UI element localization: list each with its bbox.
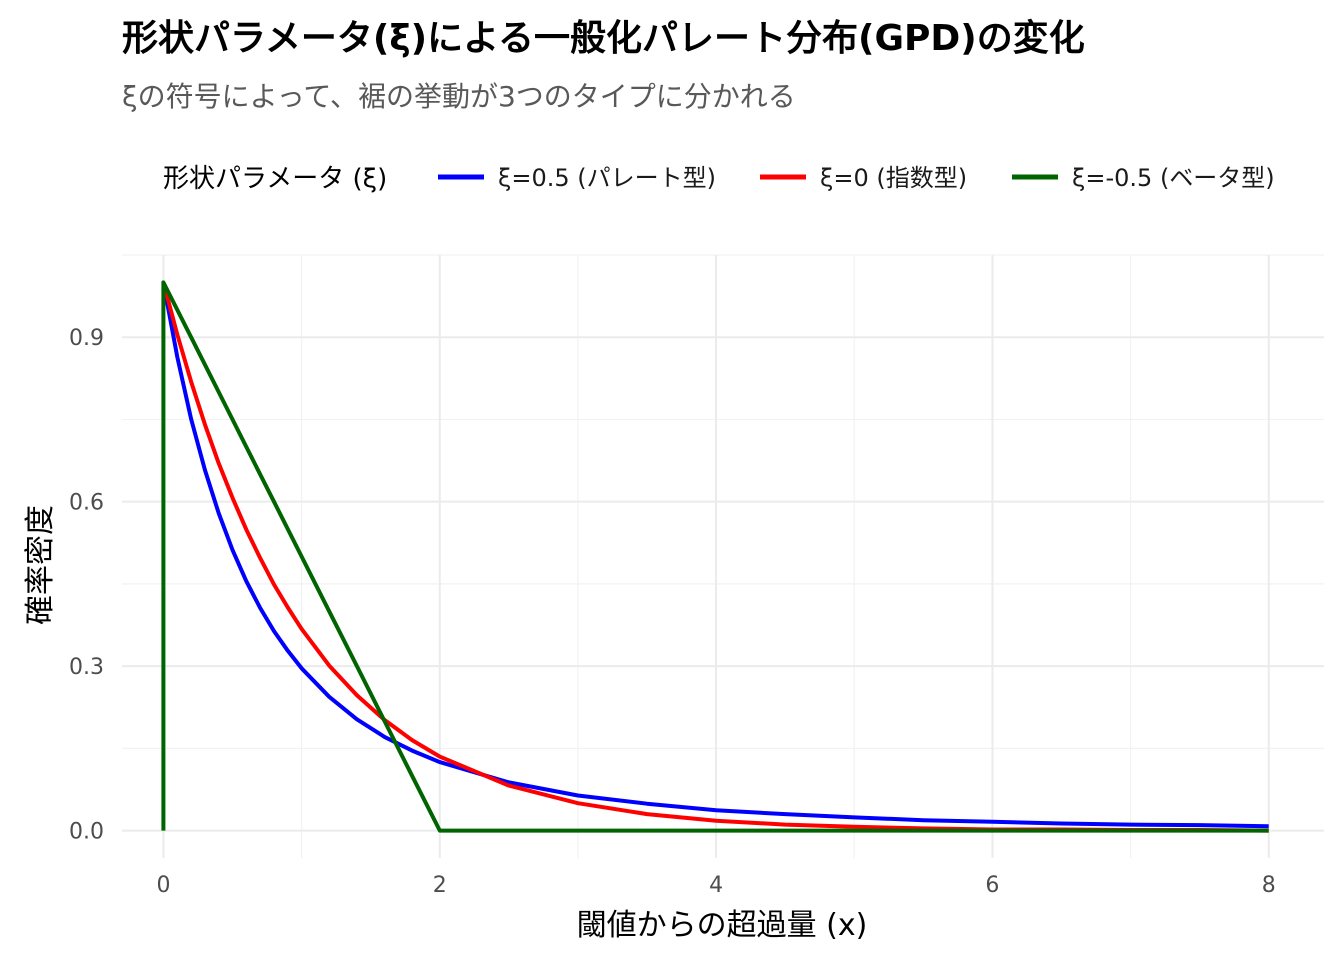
legend-item-0: ξ=0.5 (パレート型): [438, 164, 716, 192]
x-axis-ticks: 0 2 4 6 8: [156, 873, 1275, 898]
y-tick-label: 0.0: [69, 820, 104, 845]
legend-item-1: ξ=0 (指数型): [760, 164, 967, 192]
x-axis-label: 閾値からの超過量 (x): [577, 908, 868, 943]
y-tick-label: 0.9: [69, 326, 104, 351]
legend-title: 形状パラメータ (ξ): [163, 164, 387, 194]
legend-label-1: ξ=0 (指数型): [820, 164, 967, 192]
legend: 形状パラメータ (ξ) ξ=0.5 (パレート型) ξ=0 (指数型) ξ=-0.5…: [163, 164, 1275, 194]
x-tick-label: 8: [1262, 873, 1276, 898]
legend-item-2: ξ=-0.5 (ベータ型): [1012, 164, 1275, 192]
x-tick-label: 2: [433, 873, 447, 898]
y-axis-ticks: 0.0 0.3 0.6 0.9: [69, 326, 104, 844]
series-line-0: [161, 282, 1269, 829]
x-tick-label: 0: [156, 873, 170, 898]
x-tick-label: 6: [985, 873, 999, 898]
x-tick-label: 4: [709, 873, 723, 898]
legend-label-2: ξ=-0.5 (ベータ型): [1072, 164, 1275, 192]
chart-title: 形状パラメータ(ξ)による一般化パレート分布(GPD)の変化: [122, 17, 1085, 59]
y-axis-label: 確率密度: [23, 505, 58, 625]
series-line-2: [161, 280, 1269, 833]
legend-label-0: ξ=0.5 (パレート型): [498, 164, 716, 192]
series-lines: [161, 280, 1269, 833]
grid: [122, 254, 1324, 858]
y-tick-label: 0.6: [69, 491, 104, 516]
plot-area: [122, 254, 1324, 858]
chart-subtitle: ξの符号によって、裾の挙動が3つのタイプに分かれる: [122, 80, 796, 113]
y-tick-label: 0.3: [69, 655, 104, 680]
